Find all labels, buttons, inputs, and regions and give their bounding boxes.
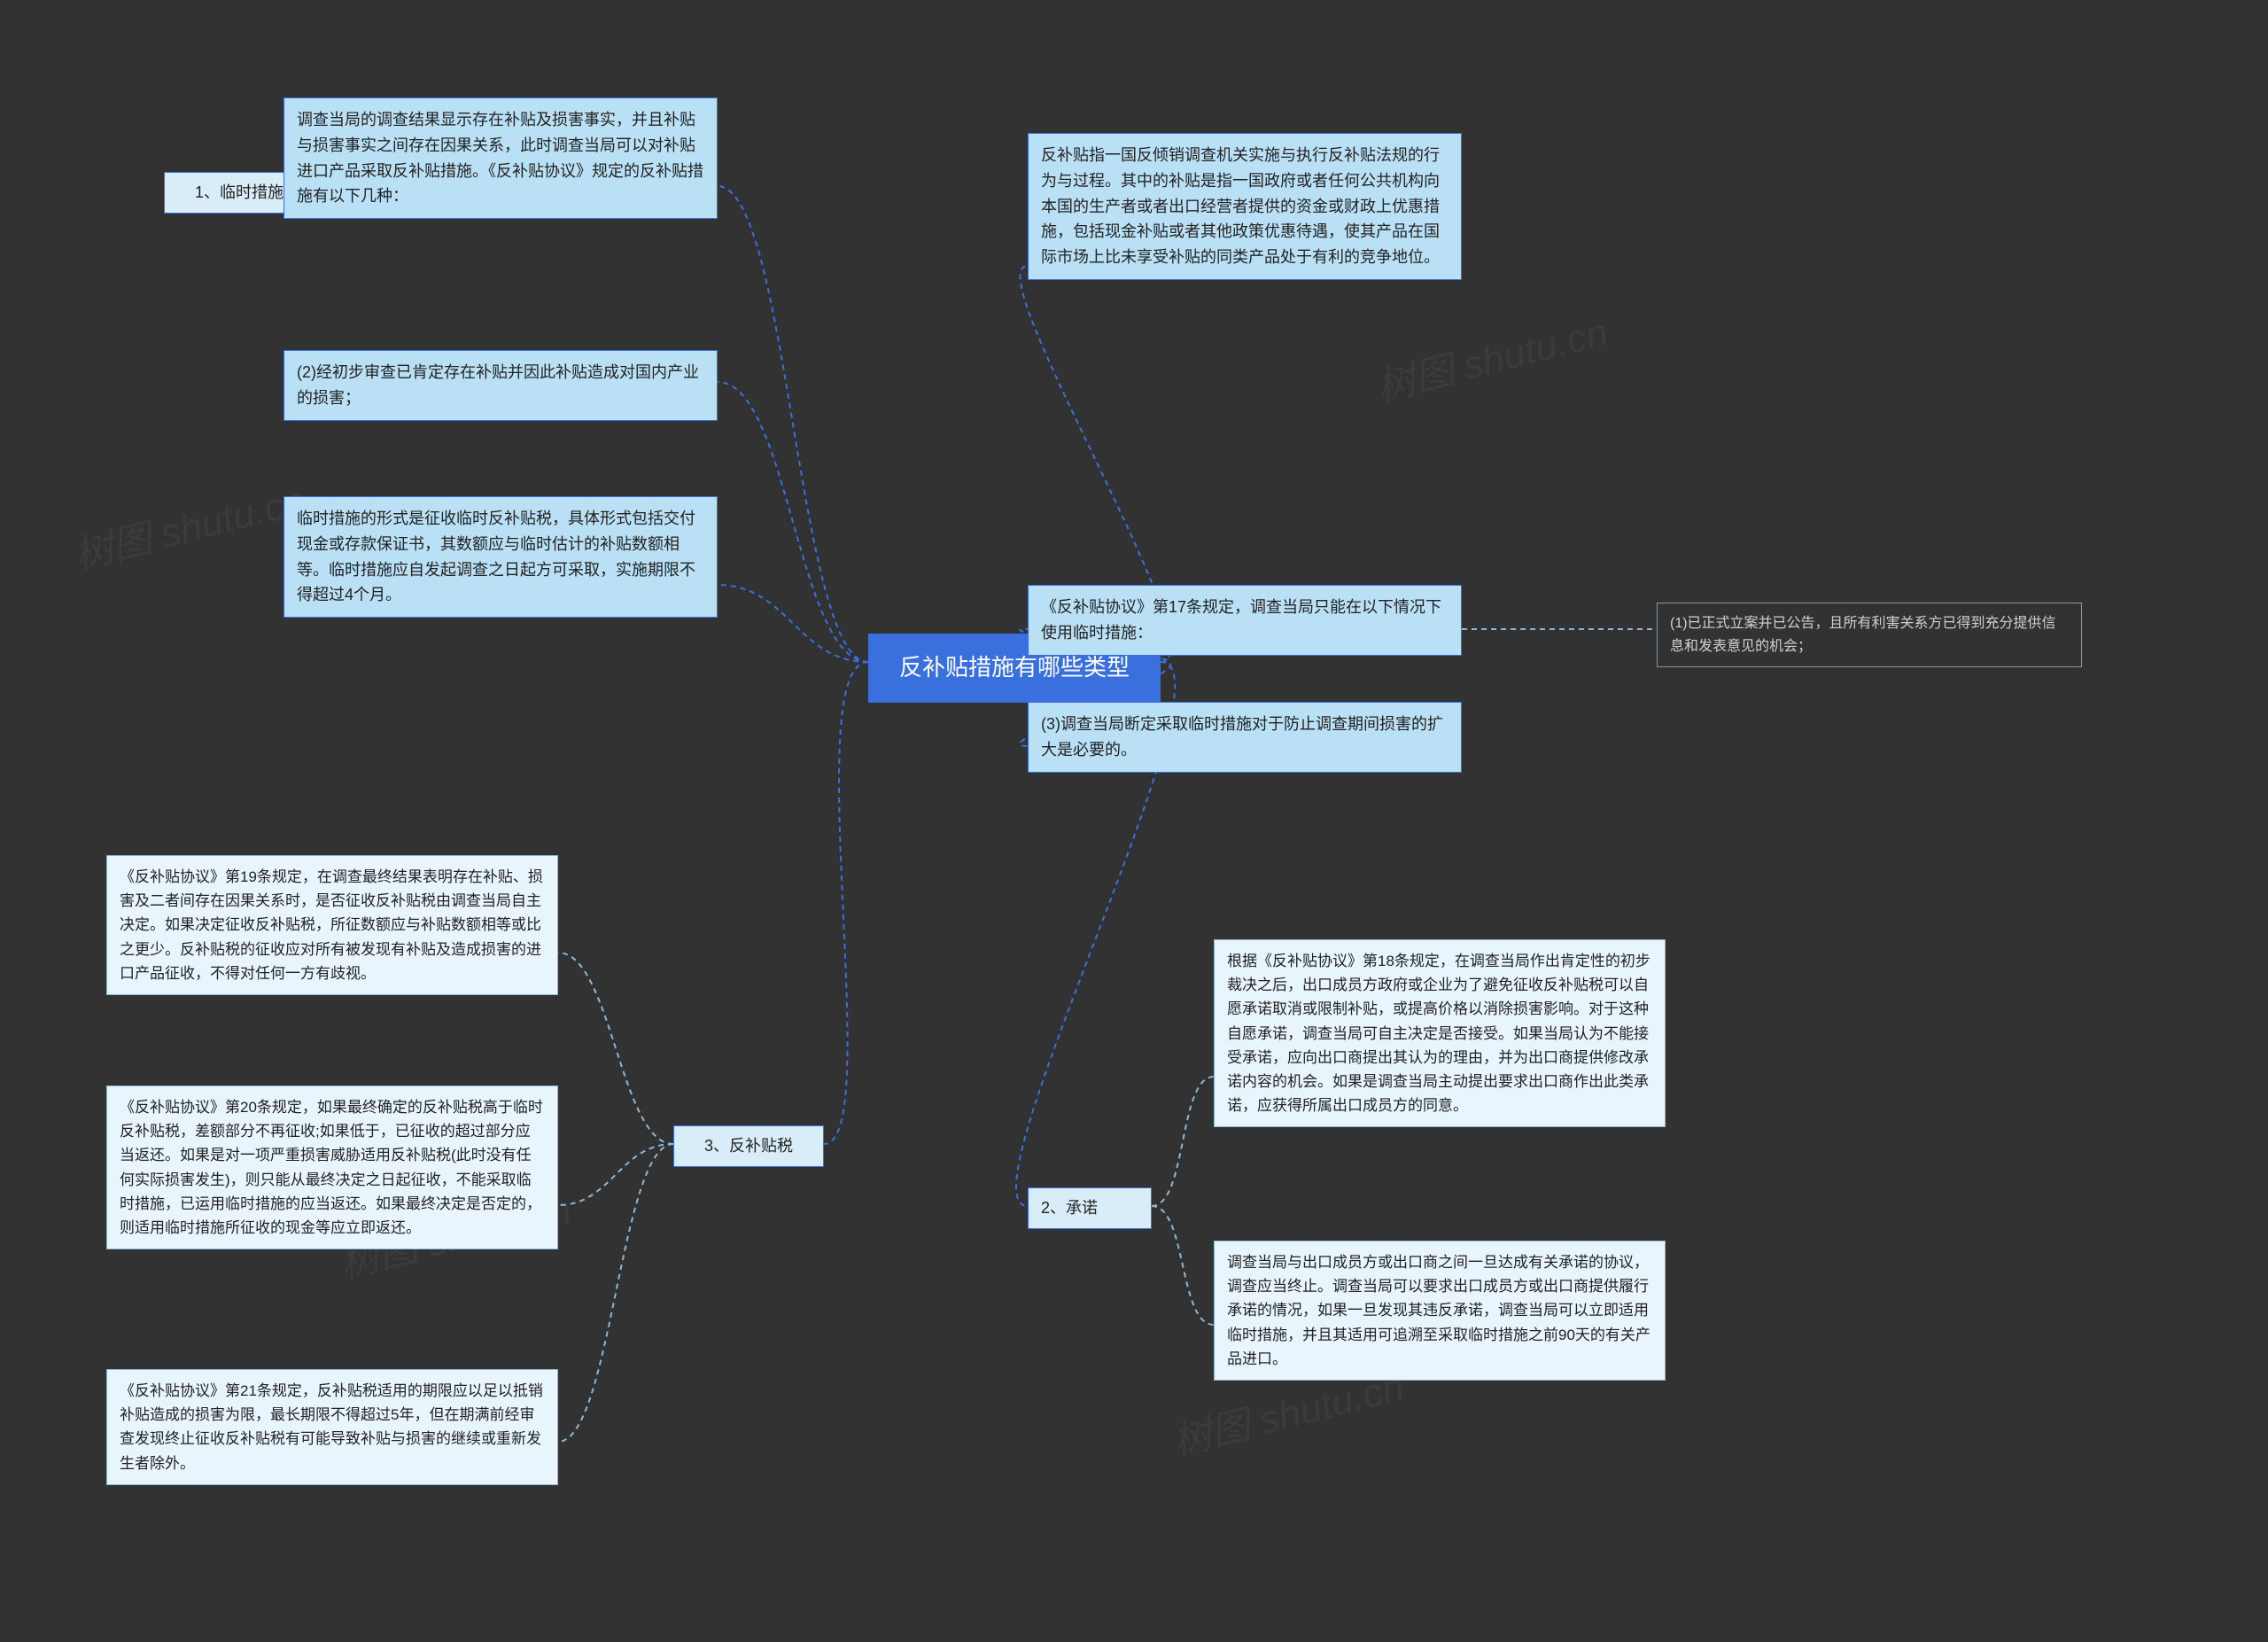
intro-node[interactable]: 调查当局的调查结果显示存在补贴及损害事实，并且补贴与损害事实之间存在因果关系，此…: [284, 97, 718, 219]
watermark: 树图 shutu.cn: [67, 469, 310, 581]
tempform-node[interactable]: 临时措施的形式是征收临时反补贴税，具体形式包括交付现金或存款保证书，其数额应与临…: [284, 496, 718, 618]
duty-child-3[interactable]: 《反补贴协议》第21条规定，反补贴税适用的期限应以足以抵销补贴造成的损害为限，最…: [106, 1369, 558, 1485]
article17-node[interactable]: 《反补贴协议》第17条规定，调查当局只能在以下情况下使用临时措施：: [1028, 585, 1462, 656]
branch-commitment[interactable]: 2、承诺: [1028, 1187, 1152, 1229]
definition-node[interactable]: 反补贴指一国反倾销调查机关实施与执行反补贴法规的行为与过程。其中的补贴是指一国政…: [1028, 133, 1462, 280]
condition3-node[interactable]: (3)调查当局断定采取临时措施对于防止调查期间损害的扩大是必要的。: [1028, 702, 1462, 773]
duty-child-1[interactable]: 《反补贴协议》第19条规定，在调查最终结果表明存在补贴、损害及二者间存在因果关系…: [106, 855, 558, 995]
condition2-node[interactable]: (2)经初步审查已肯定存在补贴并因此补贴造成对国内产业的损害；: [284, 350, 718, 421]
branch-countervailing-duty[interactable]: 3、反补贴税: [673, 1125, 824, 1167]
article17-leaf: (1)已正式立案并已公告，且所有利害关系方已得到充分提供信息和发表意见的机会；: [1657, 603, 2082, 667]
commitment-child-1[interactable]: 根据《反补贴协议》第18条规定，在调查当局作出肯定性的初步裁决之后，出口成员方政…: [1214, 939, 1666, 1127]
duty-child-2[interactable]: 《反补贴协议》第20条规定，如果最终确定的反补贴税高于临时反补贴税，差额部分不再…: [106, 1086, 558, 1249]
watermark: 树图 shutu.cn: [1370, 300, 1612, 413]
commitment-child-2[interactable]: 调查当局与出口成员方或出口商之间一旦达成有关承诺的协议，调查应当终止。调查当局可…: [1214, 1241, 1666, 1381]
